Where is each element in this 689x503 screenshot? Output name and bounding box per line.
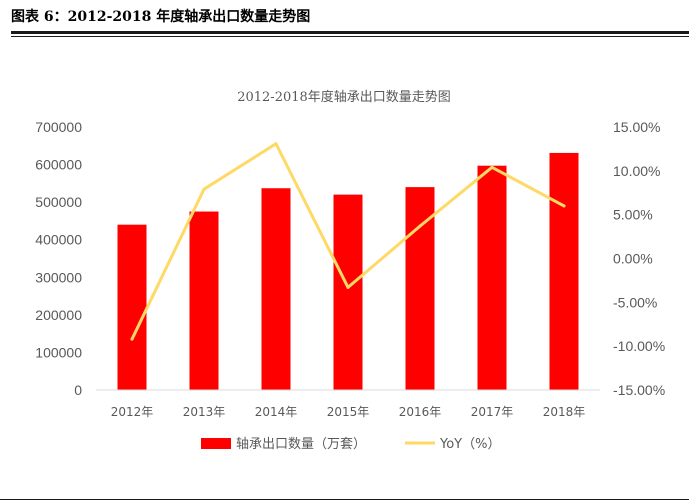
left-tick-label: 100000 — [35, 344, 82, 360]
legend: 轴承出口数量（万套） YoY（%） — [201, 436, 500, 452]
yoy-point — [562, 204, 566, 208]
yoy-point — [490, 165, 494, 169]
x-tick-label: 2014年 — [255, 405, 298, 419]
x-tick-label: 2017年 — [471, 405, 514, 419]
bar — [189, 211, 219, 390]
right-tick-label: -5.00% — [613, 294, 657, 310]
bar-series — [117, 152, 579, 390]
legend-bar-label: 轴承出口数量（万套） — [236, 436, 366, 452]
legend-line-label: YoY（%） — [439, 437, 500, 452]
left-tick-label: 200000 — [35, 307, 82, 323]
left-tick-label: 700000 — [35, 119, 82, 135]
x-tick-label: 2013年 — [183, 405, 226, 419]
bar — [405, 187, 435, 390]
right-tick-label: 5.00% — [613, 207, 653, 223]
yoy-point — [202, 187, 206, 191]
right-tick-label: -10.00% — [613, 338, 665, 354]
left-tick-label: 300000 — [35, 269, 82, 285]
x-axis-ticks: 2012年 2013年 2014年 2015年 2016年 2017年 2018年 — [111, 405, 586, 419]
right-tick-label: 10.00% — [613, 163, 660, 179]
chart-title: 2012-2018年度轴承出口数量走势图 — [237, 89, 451, 105]
bar — [261, 188, 291, 390]
left-tick-label: 0 — [74, 382, 82, 398]
right-tick-label: 15.00% — [613, 119, 660, 135]
x-tick-label: 2016年 — [399, 405, 442, 419]
yoy-point — [346, 285, 350, 289]
left-tick-label: 600000 — [35, 157, 82, 173]
yoy-point — [130, 337, 134, 341]
x-tick-label: 2018年 — [543, 405, 586, 419]
bar — [333, 194, 363, 390]
yoy-line-series — [130, 142, 566, 341]
header-rule-thin — [11, 36, 689, 37]
header-rule-thick — [11, 31, 689, 34]
right-tick-label: 0.00% — [613, 251, 653, 267]
yoy-point — [274, 142, 278, 146]
figure-header: 图表 6：2012-2018 年度轴承出口数量走势图 — [0, 0, 689, 40]
x-tick-label: 2015年 — [327, 405, 370, 419]
figure-caption: 图表 6：2012-2018 年度轴承出口数量走势图 — [11, 9, 311, 25]
footer-rule — [0, 499, 689, 500]
legend-bar-swatch — [201, 438, 231, 449]
bar — [117, 224, 147, 390]
bar — [477, 165, 507, 390]
left-axis-ticks: 0 100000 200000 300000 400000 500000 600000 700… — [35, 119, 82, 398]
right-axis-ticks: -15.00% -10.00% -5.00% 0.00% 5.00% 10.00% 15.0… — [613, 119, 665, 398]
left-tick-label: 500000 — [35, 194, 82, 210]
left-tick-label: 400000 — [35, 232, 82, 248]
x-tick-label: 2012年 — [111, 405, 154, 419]
right-tick-label: -15.00% — [613, 382, 665, 398]
bar — [549, 152, 579, 390]
yoy-point — [418, 224, 422, 228]
